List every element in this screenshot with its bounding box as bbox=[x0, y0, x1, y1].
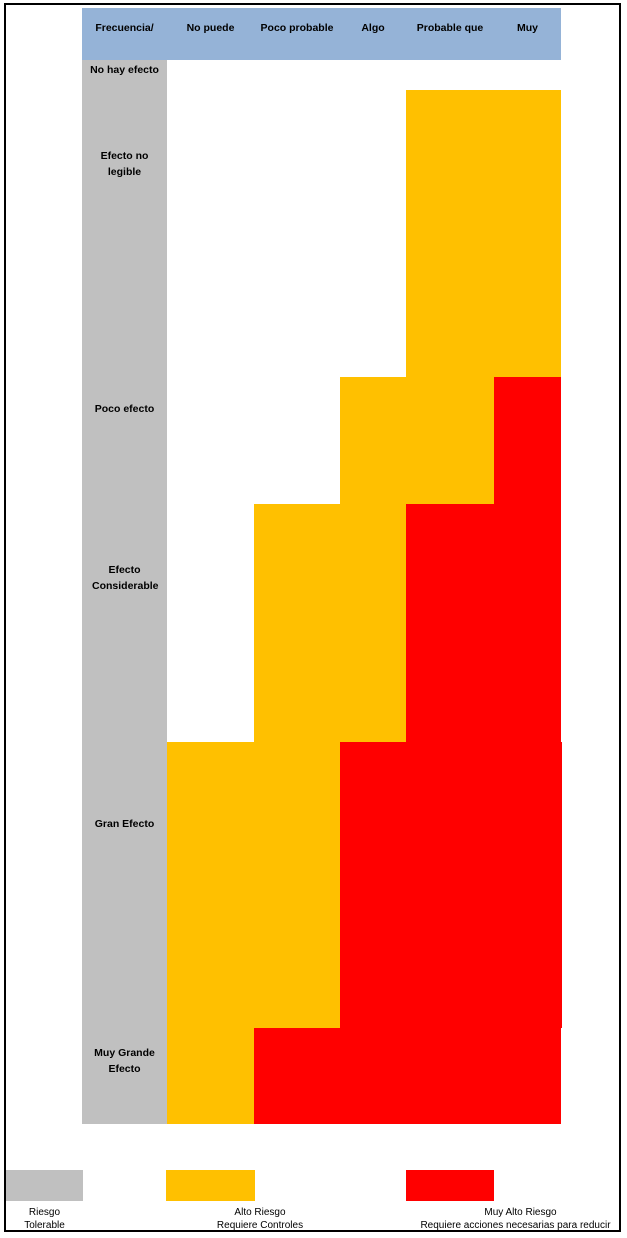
cell-considerable-probable bbox=[406, 504, 561, 742]
header-frecuencia: Frecuencia/ bbox=[82, 8, 167, 60]
header-algo: Algo bbox=[340, 8, 406, 60]
header-muy: Muy bbox=[494, 8, 561, 60]
legend-swatch-alto bbox=[166, 1170, 255, 1201]
header-poco-probable: Poco probable bbox=[254, 8, 340, 60]
diagram-frame bbox=[4, 3, 621, 1232]
row-label-muy-grande-efecto: Muy Grande Efecto bbox=[94, 1047, 155, 1075]
legend-text-alto-1: Alto Riesgo bbox=[234, 1207, 286, 1218]
cell-no-legible-probable bbox=[406, 90, 561, 377]
legend-text-muy-alto-1: Muy Alto Riesgo bbox=[484, 1207, 557, 1218]
legend-text-tolerable-1: Riesgo bbox=[28, 1207, 61, 1218]
legend-text-muy-alto-2: Requiere acciones necesarias para reduci… bbox=[420, 1220, 611, 1231]
cell-poco-efecto-algo bbox=[340, 377, 494, 504]
cell-muy-grande-poco-probable bbox=[254, 1028, 561, 1124]
legend-swatch-tolerable bbox=[6, 1170, 83, 1201]
row-label-no-hay-efecto: No hay efecto bbox=[90, 64, 159, 76]
cell-muy-grande-no-puede bbox=[167, 1028, 254, 1124]
row-label-gran-efecto: Gran Efecto bbox=[94, 818, 155, 830]
row-label-efecto-considerable: Efecto Considerable bbox=[92, 564, 159, 592]
legend-swatch-muy-alto bbox=[406, 1170, 494, 1201]
header-no-puede: No puede bbox=[167, 8, 254, 60]
cell-gran-efecto-algo bbox=[340, 742, 562, 1028]
cell-poco-efecto-muy bbox=[494, 377, 561, 504]
cell-considerable-poco-probable bbox=[254, 504, 406, 742]
row-label-column bbox=[82, 60, 167, 1124]
row-label-efecto-no-legible: Efecto no legible bbox=[100, 150, 149, 178]
header-probable-que: Probable que bbox=[406, 8, 494, 60]
legend-text-tolerable-2: Tolerable bbox=[24, 1220, 65, 1231]
cell-gran-efecto-no-puede bbox=[167, 742, 340, 1028]
row-label-poco-efecto: Poco efecto bbox=[94, 403, 155, 415]
legend-text-alto-2: Requiere Controles bbox=[216, 1220, 304, 1231]
